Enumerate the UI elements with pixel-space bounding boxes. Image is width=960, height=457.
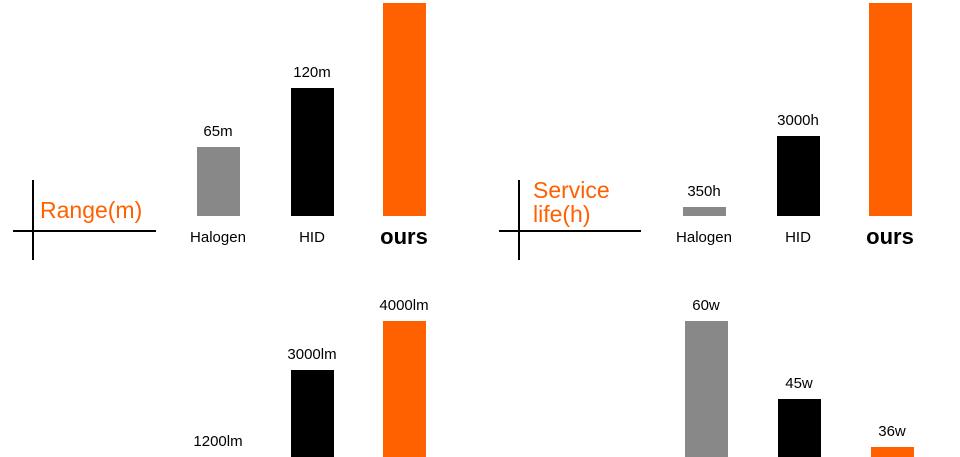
category-label: ours: [380, 224, 428, 249]
bar: [868, 3, 912, 216]
value-label: 1200lm: [193, 433, 243, 450]
value-label: 4000lm: [379, 297, 429, 314]
category-label: Halogen: [190, 229, 246, 246]
value-label: 3000h: [777, 112, 819, 130]
axis-cross: [13, 230, 156, 232]
value-label: 3000lm: [287, 345, 337, 363]
bar: [290, 88, 334, 216]
bar: [290, 369, 334, 457]
value-label: 65m: [203, 122, 233, 140]
value-label: 60w: [692, 297, 720, 314]
chart-title: Service life(h): [533, 177, 610, 227]
bar: [382, 3, 426, 216]
bar: [682, 206, 726, 216]
bar: [870, 446, 914, 457]
bar: [196, 146, 240, 216]
axis-cross: [32, 180, 34, 260]
category-label: ours: [866, 224, 914, 249]
category-label: HID: [299, 229, 325, 246]
value-label: 350h: [687, 182, 721, 200]
bar: [776, 136, 820, 216]
bar: [777, 399, 821, 457]
value-label: 45w: [785, 375, 813, 393]
bar: [382, 321, 426, 457]
bar: [684, 321, 728, 457]
value-label: 120m: [293, 64, 331, 82]
value-label: 36w: [878, 422, 906, 440]
axis-cross: [518, 180, 520, 260]
category-label: Halogen: [676, 229, 732, 246]
axis-cross: [499, 230, 641, 232]
chart-title: Range(m): [40, 197, 143, 223]
category-label: HID: [785, 229, 811, 246]
